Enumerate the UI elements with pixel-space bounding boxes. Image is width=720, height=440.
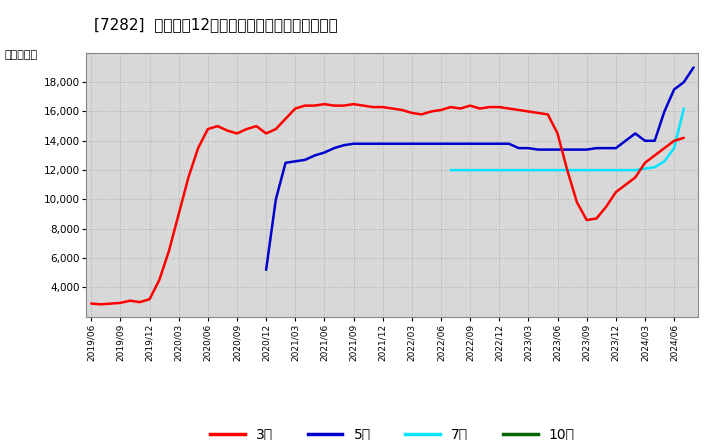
Text: [7282]  経常利益12か月移動合計の標準偏差の推移: [7282] 経常利益12か月移動合計の標準偏差の推移 <box>94 18 338 33</box>
Legend: 3年, 5年, 7年, 10年: 3年, 5年, 7年, 10年 <box>204 422 580 440</box>
Y-axis label: （百万円）: （百万円） <box>4 51 37 60</box>
